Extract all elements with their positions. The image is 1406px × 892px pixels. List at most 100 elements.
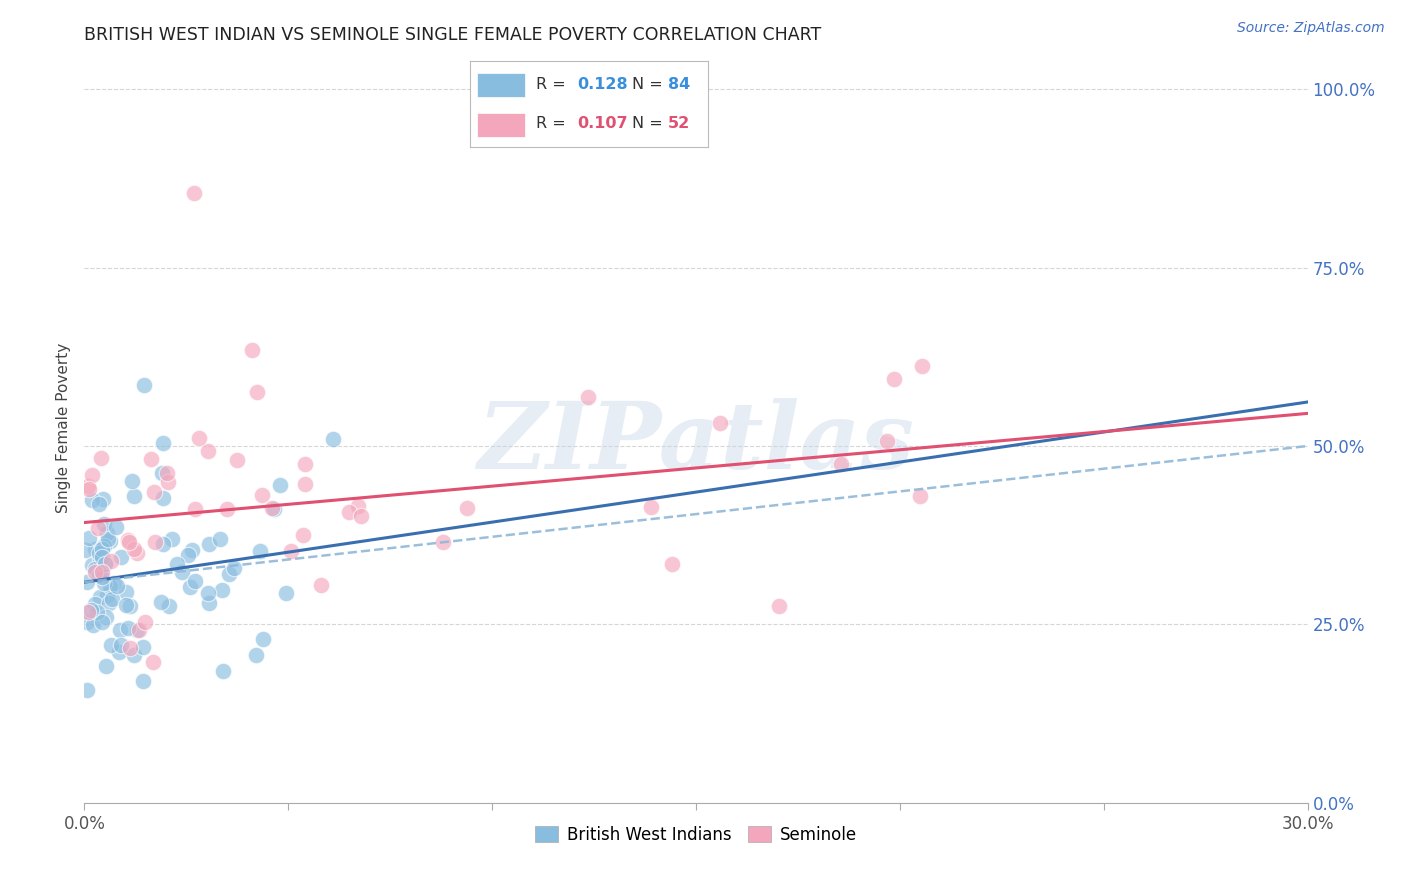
Point xyxy=(117,533,139,547)
Point xyxy=(150,466,173,480)
Point xyxy=(127,624,149,638)
Legend: British West Indians, Seminole: British West Indians, Seminole xyxy=(529,820,863,851)
Point xyxy=(100,554,122,568)
Point xyxy=(347,499,370,513)
Point xyxy=(122,648,145,662)
Point xyxy=(91,491,114,506)
Point xyxy=(118,599,141,614)
Point xyxy=(218,567,240,582)
Point xyxy=(576,390,599,404)
Point xyxy=(211,664,233,678)
Point xyxy=(101,592,124,607)
Point xyxy=(768,599,790,614)
Point xyxy=(197,444,219,458)
Point xyxy=(250,488,273,502)
Point xyxy=(180,543,202,558)
Point xyxy=(179,580,201,594)
Point xyxy=(177,548,200,562)
Point xyxy=(89,550,111,565)
Y-axis label: Single Female Poverty: Single Female Poverty xyxy=(56,343,72,513)
Text: Source: ZipAtlas.com: Source: ZipAtlas.com xyxy=(1237,21,1385,35)
Point xyxy=(350,509,373,524)
Point xyxy=(83,542,105,557)
Point xyxy=(96,525,118,540)
Point xyxy=(82,467,104,482)
Point xyxy=(76,615,98,629)
Point xyxy=(225,453,247,467)
Point xyxy=(134,615,156,630)
Point xyxy=(121,474,143,488)
Point xyxy=(122,489,145,503)
Point xyxy=(100,638,122,652)
Point xyxy=(80,558,103,572)
Point xyxy=(292,528,315,542)
Point xyxy=(76,682,98,697)
Point xyxy=(249,544,271,558)
Point xyxy=(184,502,207,516)
Point xyxy=(117,621,139,635)
Point xyxy=(93,540,115,554)
Point xyxy=(94,609,117,624)
Point xyxy=(80,602,103,616)
Point xyxy=(86,605,108,619)
Point xyxy=(141,451,163,466)
Point xyxy=(87,521,110,535)
Point xyxy=(184,574,207,588)
Point xyxy=(98,534,121,549)
Point xyxy=(211,582,233,597)
Point xyxy=(118,640,141,655)
Point xyxy=(883,372,905,386)
Point xyxy=(640,500,662,514)
Point xyxy=(132,378,155,392)
Point xyxy=(294,457,316,471)
Point xyxy=(150,595,173,609)
Point xyxy=(110,638,132,652)
Point xyxy=(876,434,898,448)
Point xyxy=(77,482,100,496)
Point xyxy=(84,597,107,611)
Point xyxy=(152,491,174,506)
Point xyxy=(157,599,180,614)
Point xyxy=(90,450,112,465)
Point xyxy=(105,520,128,534)
Point xyxy=(89,590,111,604)
Point xyxy=(77,479,100,493)
Point xyxy=(110,550,132,565)
Point xyxy=(245,648,267,662)
Point xyxy=(77,531,100,545)
Point xyxy=(103,576,125,591)
Point xyxy=(309,578,332,592)
Point xyxy=(222,561,245,575)
Point xyxy=(97,532,120,546)
Point xyxy=(89,568,111,582)
Text: BRITISH WEST INDIAN VS SEMINOLE SINGLE FEMALE POVERTY CORRELATION CHART: BRITISH WEST INDIAN VS SEMINOLE SINGLE F… xyxy=(84,26,821,44)
Point xyxy=(94,557,117,571)
Point xyxy=(90,615,112,629)
Point xyxy=(217,501,239,516)
Point xyxy=(156,466,179,480)
Point xyxy=(91,541,114,556)
Point xyxy=(337,505,360,519)
Point xyxy=(280,543,302,558)
Point xyxy=(142,655,165,669)
Point xyxy=(75,542,97,557)
Point xyxy=(105,579,128,593)
Point xyxy=(143,534,166,549)
Point xyxy=(197,586,219,600)
Point xyxy=(76,574,98,589)
Point xyxy=(240,343,263,357)
Point xyxy=(114,598,136,612)
Point xyxy=(197,596,219,610)
Point xyxy=(82,492,104,507)
Point xyxy=(252,632,274,646)
Point xyxy=(90,550,112,565)
Point xyxy=(263,502,285,516)
Point xyxy=(246,385,269,400)
Point xyxy=(131,674,153,689)
Point xyxy=(172,566,194,580)
Point xyxy=(709,417,731,431)
Point xyxy=(160,532,183,546)
Point xyxy=(128,623,150,637)
Point xyxy=(294,477,316,491)
Point xyxy=(83,565,105,579)
